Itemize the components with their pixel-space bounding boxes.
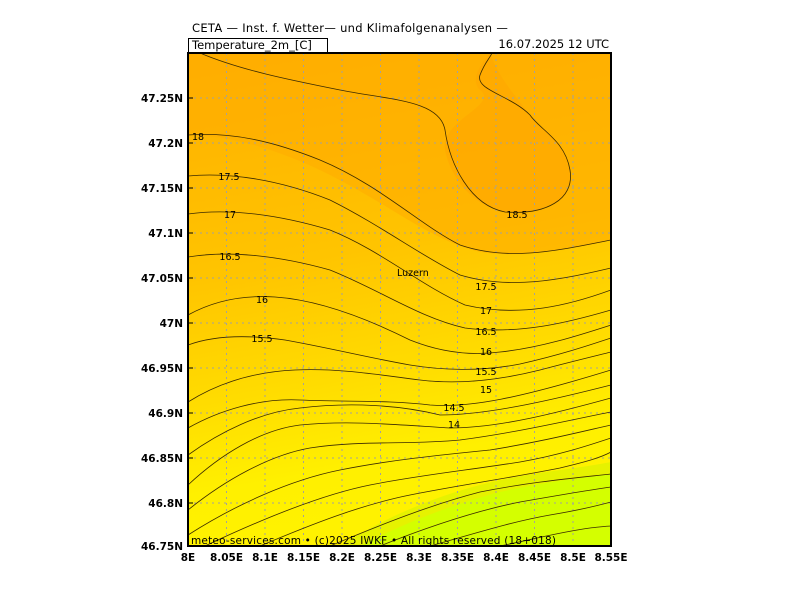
contour-line — [188, 174, 611, 283]
contour-label: 17.5 — [475, 282, 496, 293]
copyright-footer: meteo-services.com • (c)2025 IWKF • All … — [191, 535, 557, 547]
x-tick-label: 8.55E — [594, 552, 627, 564]
contour-line — [188, 134, 611, 254]
contour-line — [188, 384, 611, 456]
y-tick-label: 46.8N — [148, 498, 183, 510]
y-tick-label: 47.1N — [148, 228, 183, 240]
x-tick-label: 8.25E — [364, 552, 397, 564]
x-tick-label: 8.4E — [483, 552, 509, 564]
city-label-luzern: Luzern — [397, 268, 429, 279]
contour-line — [429, 501, 611, 546]
y-tick-label: 47.25N — [141, 93, 183, 105]
contour-line — [204, 437, 611, 546]
contour-label: 14 — [448, 420, 460, 431]
y-tick-label: 46.85N — [141, 453, 183, 465]
contour-line — [259, 451, 611, 546]
contour-line — [199, 53, 571, 213]
x-tick-label: 8.15E — [287, 552, 320, 564]
contour-line — [499, 525, 611, 546]
contour-label: 14.5 — [443, 403, 464, 414]
region-18-5 — [444, 53, 571, 213]
x-tick-label: 8E — [181, 552, 195, 564]
x-tick-label: 8.35E — [441, 552, 474, 564]
contour-line — [188, 211, 611, 311]
contour-label: 18 — [192, 132, 204, 143]
x-tick-label: 8.1E — [252, 552, 278, 564]
contour-label: 17 — [224, 210, 236, 221]
contour-line — [188, 336, 611, 370]
x-tick-label: 8.5E — [560, 552, 586, 564]
y-tick-label: 47N — [160, 318, 183, 330]
contour-line — [188, 411, 611, 511]
variable-title: Temperature_2m_[C] — [188, 38, 328, 53]
y-tick-label: 47.15N — [141, 183, 183, 195]
contour-label: 16.5 — [475, 327, 496, 338]
y-tick-label: 46.9N — [148, 408, 183, 420]
valid-time: 16.07.2025 12 UTC — [498, 37, 609, 51]
contour-label: 18.5 — [506, 210, 527, 221]
contour-label: 15 — [480, 385, 492, 396]
contour-line — [188, 369, 611, 429]
contour-label: 16.5 — [219, 252, 240, 263]
map-header-institution: CETA — Inst. f. Wetter— und Klimafolgena… — [192, 21, 509, 35]
contour-label: 16 — [480, 347, 492, 358]
y-tick-label: 46.95N — [141, 363, 183, 375]
contour-label: 15.5 — [251, 334, 272, 345]
y-tick-label: 47.2N — [148, 138, 183, 150]
contour-line — [188, 351, 611, 403]
contour-line — [379, 486, 611, 546]
contour-line — [188, 424, 611, 536]
x-tick-label: 8.45E — [518, 552, 551, 564]
x-tick-label: 8.3E — [406, 552, 432, 564]
x-tick-label: 8.2E — [329, 552, 355, 564]
y-tick-label: 46.75N — [141, 541, 183, 553]
contour-label: 17 — [480, 306, 492, 317]
x-tick-label: 8.05E — [210, 552, 243, 564]
contour-line — [188, 253, 611, 331]
contour-line — [329, 473, 611, 546]
contour-label: 15.5 — [475, 367, 496, 378]
contour-line — [188, 296, 611, 354]
contour-line — [188, 397, 611, 486]
y-tick-label: 47.05N — [141, 273, 183, 285]
map-frame — [187, 52, 612, 547]
contour-label: 17.5 — [218, 172, 239, 183]
contour-label: 16 — [256, 295, 268, 306]
